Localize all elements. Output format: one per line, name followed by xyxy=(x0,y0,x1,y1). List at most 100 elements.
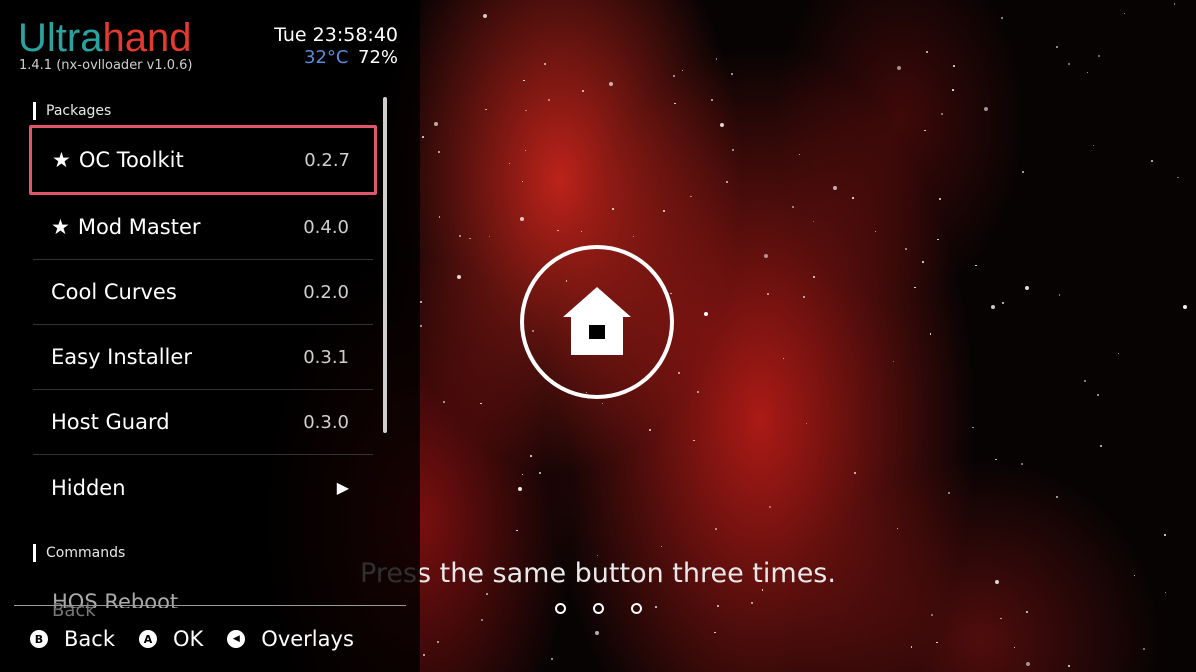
star-dot xyxy=(1092,144,1095,147)
star-dot xyxy=(1177,176,1179,179)
star-dot xyxy=(442,401,445,404)
star-dot xyxy=(670,292,672,295)
ok-label: OK xyxy=(172,627,204,651)
battery-level: 72% xyxy=(358,47,399,68)
star-dot xyxy=(596,554,599,557)
package-name: Host Guard xyxy=(51,410,170,434)
home-button[interactable] xyxy=(520,245,674,399)
star-dot xyxy=(1150,160,1153,163)
package-version: 0.3.1 xyxy=(303,346,349,368)
package-name: OC Toolkit xyxy=(78,148,184,172)
star-dot xyxy=(459,235,462,237)
star-dot xyxy=(1025,286,1030,291)
star-dot xyxy=(717,605,720,608)
star-dot xyxy=(582,89,585,92)
package-item-host-guard[interactable]: Host Guard 0.3.0 xyxy=(33,390,373,455)
star-dot xyxy=(521,180,523,183)
star-dot xyxy=(874,230,876,232)
star-dot xyxy=(833,186,838,191)
star-dot xyxy=(663,210,666,213)
star-dot xyxy=(517,486,522,491)
package-version: 0.3.0 xyxy=(303,411,349,433)
star-dot xyxy=(936,641,938,644)
overlays-button[interactable]: ◀ Overlays xyxy=(227,627,354,651)
star-dot xyxy=(1182,304,1187,309)
star-dot xyxy=(1096,393,1099,396)
section-header-commands: Commands xyxy=(33,544,125,562)
star-dot xyxy=(697,391,700,394)
command-item-partial[interactable]: HOS Reboot xyxy=(52,590,179,608)
star-dot xyxy=(456,275,461,280)
scrollbar[interactable] xyxy=(383,97,387,433)
package-version: 0.2.7 xyxy=(304,149,350,171)
star-dot xyxy=(910,646,913,648)
star-dot xyxy=(1086,71,1089,74)
star-dot xyxy=(1000,16,1003,19)
star-dot xyxy=(1002,301,1005,304)
star-dot xyxy=(714,631,716,634)
package-name-wrap: ★ Mod Master xyxy=(51,215,201,239)
star-dot xyxy=(1020,462,1023,465)
star-dot xyxy=(485,108,487,111)
star-dot xyxy=(812,276,815,279)
clock: Tue 23:58:40 xyxy=(274,24,398,46)
footer-controls: B Back A OK ◀ Overlays xyxy=(30,627,378,651)
footer-divider xyxy=(14,605,406,606)
star-dot xyxy=(1013,646,1016,649)
star-dot xyxy=(690,195,692,198)
star-dot xyxy=(438,216,441,218)
star-dot xyxy=(715,528,717,530)
star-dot xyxy=(941,112,944,115)
star-dot xyxy=(1117,352,1120,355)
star-icon: ★ xyxy=(51,215,70,239)
back-label: Back xyxy=(64,627,115,651)
star-dot xyxy=(433,122,438,127)
package-item-cool-curves[interactable]: Cool Curves 0.2.0 xyxy=(33,260,373,325)
star-dot xyxy=(1056,496,1059,499)
star-dot xyxy=(481,618,484,621)
star-dot xyxy=(1123,12,1125,15)
star-dot xyxy=(673,75,676,78)
star-dot xyxy=(1058,294,1061,296)
star-dot xyxy=(731,149,734,152)
star-dot xyxy=(437,151,440,154)
package-name: Mod Master xyxy=(77,215,201,239)
package-name: Hidden xyxy=(51,475,126,500)
star-dot xyxy=(674,102,676,105)
package-item-oc-toolkit[interactable]: ★ OC Toolkit 0.2.7 xyxy=(29,125,377,195)
overlays-label: Overlays xyxy=(261,627,354,651)
b-button-icon: B xyxy=(30,630,48,648)
star-dot xyxy=(601,402,604,405)
star-dot xyxy=(1021,170,1024,173)
star-dot xyxy=(812,220,815,223)
star-dot xyxy=(1164,591,1167,594)
app-logo: Ultrahand xyxy=(18,14,191,62)
star-dot xyxy=(972,426,974,429)
star-dot xyxy=(984,107,989,111)
star-dot xyxy=(922,261,924,263)
star-dot xyxy=(802,295,805,298)
star-dot xyxy=(530,455,532,457)
star-dot xyxy=(892,360,895,363)
star-dot xyxy=(422,136,424,138)
package-item-easy-installer[interactable]: Easy Installer 0.3.1 xyxy=(33,325,373,390)
star-dot xyxy=(524,149,527,152)
star-dot xyxy=(469,237,471,240)
package-version: 0.4.0 xyxy=(303,216,349,238)
star-dot xyxy=(420,300,423,303)
star-dot xyxy=(678,371,681,374)
star-dot xyxy=(852,197,854,199)
ok-button[interactable]: A OK xyxy=(138,627,204,651)
home-icon xyxy=(563,287,631,355)
star-dot xyxy=(994,580,999,585)
star-dot xyxy=(557,229,559,232)
progress-dot xyxy=(593,603,604,614)
ghost-back-text: Back xyxy=(52,600,96,621)
back-button[interactable]: B Back xyxy=(30,627,115,651)
star-dot xyxy=(1133,574,1136,577)
package-version: 0.2.0 xyxy=(303,281,349,303)
star-dot xyxy=(798,153,801,156)
package-item-mod-master[interactable]: ★ Mod Master 0.4.0 xyxy=(33,195,373,260)
star-dot xyxy=(924,129,926,132)
package-item-hidden[interactable]: Hidden ▶ xyxy=(33,455,373,520)
